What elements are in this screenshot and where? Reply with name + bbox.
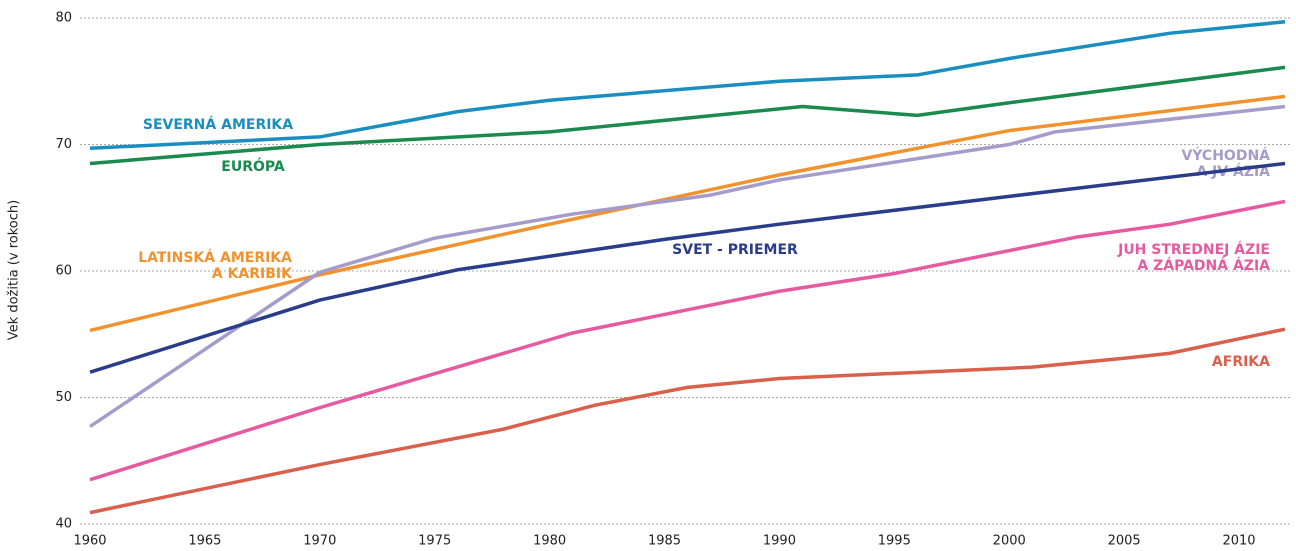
series-label: SVET - PRIEMER <box>672 242 798 258</box>
series-line <box>89 65 1286 166</box>
series-line <box>89 20 1286 151</box>
series-label: A ZÁPADNÁ ÁZIA <box>1137 257 1270 274</box>
series-label: A KARIBIK <box>212 266 293 282</box>
y-axis-label: Vek dožitia (v rokoch) <box>7 200 22 340</box>
series-label: EURÓPA <box>221 157 285 175</box>
series-line <box>89 94 1286 333</box>
y-tick-label: 70 <box>55 137 72 152</box>
x-tick-label: 2000 <box>993 534 1026 549</box>
x-tick-label: 1995 <box>878 534 911 549</box>
series-line <box>89 104 1286 429</box>
series-line <box>89 199 1286 482</box>
x-tick-label: 1960 <box>73 534 106 549</box>
x-tick-label: 1975 <box>418 534 451 549</box>
x-tick-label: 1980 <box>533 534 566 549</box>
series-label: AFRIKA <box>1212 354 1270 370</box>
series-label: VÝCHODNÁ <box>1181 146 1270 164</box>
y-tick-label: 80 <box>55 11 72 26</box>
series-line <box>89 161 1286 374</box>
x-tick-label: 1970 <box>303 534 336 549</box>
series-label: LATINSKÁ AMERIKA <box>138 249 292 266</box>
x-tick-label: 1985 <box>648 534 681 549</box>
y-tick-label: 60 <box>55 264 72 279</box>
series-label: SEVERNÁ AMERIKA <box>143 116 293 133</box>
series-line <box>89 327 1286 515</box>
series-label: JUH STREDNEJ ÁZIE <box>1117 241 1270 258</box>
y-tick-label: 40 <box>55 517 72 532</box>
y-tick-label: 50 <box>55 390 72 405</box>
x-tick-label: 1965 <box>188 534 221 549</box>
x-tick-label: 2005 <box>1108 534 1141 549</box>
x-tick-label: 2010 <box>1222 534 1255 549</box>
x-tick-label: 1990 <box>763 534 796 549</box>
